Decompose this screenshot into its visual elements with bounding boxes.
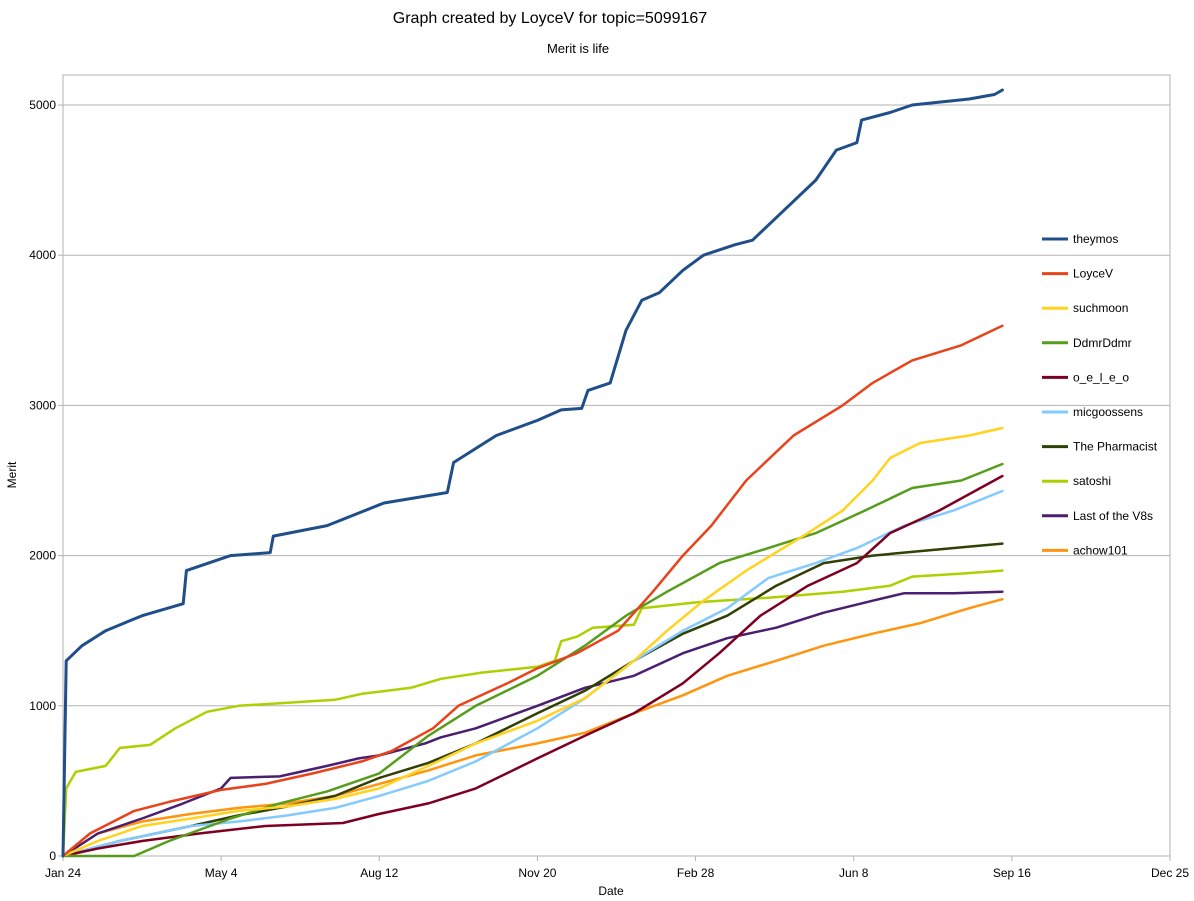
legend-label: DdmrDdmr <box>1073 336 1132 350</box>
series-line-suchmoon <box>61 426 1004 858</box>
x-axis-ticks: Jan 24 May 4 Aug 12 Nov 20 Feb 28 Jun 8 Sep 16… <box>45 856 1189 880</box>
legend-label: LoyceV <box>1073 267 1113 281</box>
x-tick-label: Aug 12 <box>360 866 398 880</box>
grid-lines <box>63 104 1170 707</box>
y-tick-label: 3000 <box>29 398 56 412</box>
x-tick-label: Jun 8 <box>839 866 869 880</box>
y-tick-label: 0 <box>49 849 56 863</box>
x-tick-label: Nov 20 <box>518 866 556 880</box>
y-tick-label: 2000 <box>29 549 56 563</box>
legend-label: The Pharmacist <box>1073 440 1158 454</box>
legend-label: Last of the V8s <box>1073 509 1153 523</box>
series-line-theymos <box>61 88 1004 858</box>
plot-area-border <box>62 74 1171 857</box>
series-line-loycev <box>61 324 1004 858</box>
legend-label: achow101 <box>1073 543 1128 557</box>
series-lines <box>61 88 1004 858</box>
chart-subtitle: Merit is life <box>547 41 609 56</box>
x-tick-label: Dec 25 <box>1151 866 1189 880</box>
x-tick-label: Sep 16 <box>993 866 1031 880</box>
y-axis-ticks: 0 1000 2000 3000 4000 5000 <box>29 98 63 863</box>
x-axis-label: Date <box>598 884 624 898</box>
legend-label: micgoossens <box>1073 405 1143 419</box>
series-line-ddmrddmr <box>61 462 1004 858</box>
legend-label: o_e_l_e_o <box>1073 370 1129 384</box>
series-line-micgoossens <box>61 489 1004 858</box>
x-tick-label: Feb 28 <box>677 866 715 880</box>
y-tick-label: 1000 <box>29 699 56 713</box>
legend-label: theymos <box>1073 232 1118 246</box>
y-tick-label: 4000 <box>29 248 56 262</box>
y-tick-label: 5000 <box>29 98 56 112</box>
series-line-achow101 <box>61 597 1004 858</box>
legend-label: suchmoon <box>1073 301 1128 315</box>
x-tick-label: Jan 24 <box>45 866 81 880</box>
chart-title: Graph created by LoyceV for topic=509916… <box>393 10 708 27</box>
x-tick-label: May 4 <box>205 866 238 880</box>
series-line-o-e-l-e-o <box>61 474 1004 858</box>
legend-label: satoshi <box>1073 474 1111 488</box>
legend: theymos LoyceV suchmoon DdmrDdmr o_e_l_e_omi… <box>1042 232 1158 557</box>
y-axis-label: Merit <box>5 461 19 488</box>
